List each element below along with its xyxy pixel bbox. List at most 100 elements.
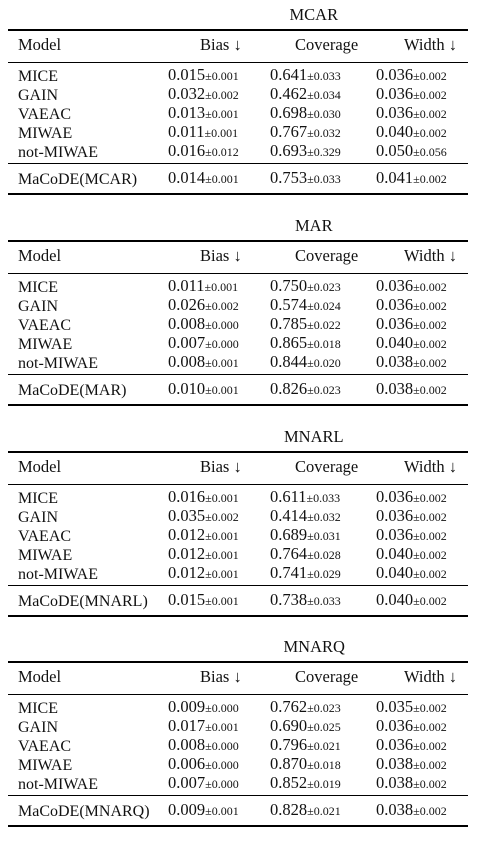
coverage-cell: 0.764±0.028 — [270, 545, 341, 563]
coverage-cell-value: 0.826 — [270, 379, 308, 398]
width-cell-value: 0.036 — [376, 84, 414, 103]
model-name: MICE — [18, 490, 58, 507]
width-cell-std: ±0.056 — [413, 145, 447, 159]
top-rule — [8, 451, 468, 453]
column-header-coverage: Coverage — [295, 35, 359, 54]
width-cell-value: 0.038 — [376, 773, 414, 792]
coverage-cell: 0.852±0.019 — [270, 774, 341, 792]
bias-cell-value: 0.032 — [168, 84, 206, 103]
width-cell-std: ±0.002 — [413, 299, 447, 313]
bias-cell: 0.012±0.001 — [168, 526, 239, 544]
coverage-cell-value: 0.574 — [270, 295, 308, 314]
model-name: MICE — [18, 68, 58, 85]
coverage-cell: 0.741±0.029 — [270, 563, 341, 582]
bias-cell: 0.013±0.001 — [168, 103, 239, 122]
width-cell: 0.050±0.056 — [376, 142, 447, 160]
bias-cell: 0.017±0.001 — [168, 716, 239, 735]
width-cell-std: ±0.002 — [413, 548, 447, 562]
width-cell-value: 0.035 — [376, 697, 414, 716]
coverage-cell-std: ±0.033 — [307, 172, 341, 186]
width-cell-std: ±0.002 — [413, 172, 447, 186]
bias-cell-std: ±0.001 — [205, 491, 239, 505]
width-cell-value: 0.036 — [376, 716, 414, 735]
column-header-width: Width ↓ — [404, 246, 457, 265]
bias-cell: 0.006±0.000 — [168, 755, 239, 773]
model-name: GAIN — [18, 719, 58, 736]
bias-cell-value: 0.007 — [168, 333, 206, 352]
bias-cell-value: 0.035 — [168, 506, 206, 525]
width-cell-std: ±0.002 — [413, 739, 447, 753]
coverage-cell: 0.826±0.023 — [270, 379, 341, 398]
column-header-bias: Bias ↓ — [200, 457, 242, 476]
width-cell-value: 0.036 — [376, 735, 414, 754]
coverage-cell-std: ±0.018 — [307, 337, 341, 351]
coverage-cell-value: 0.767 — [270, 122, 308, 141]
bias-cell: 0.016±0.001 — [168, 487, 239, 506]
model-name: not-MIWAE — [18, 776, 98, 793]
coverage-cell-value: 0.762 — [270, 697, 308, 716]
width-cell: 0.035±0.002 — [376, 697, 447, 716]
coverage-cell-std: ±0.030 — [307, 107, 341, 121]
column-header-width: Width ↓ — [404, 457, 457, 476]
coverage-cell: 0.767±0.032 — [270, 122, 341, 141]
bias-cell: 0.007±0.000 — [168, 333, 239, 352]
bias-cell-value: 0.016 — [168, 487, 206, 506]
final-row-rule — [8, 795, 468, 796]
final-model-name: MaCoDE(MAR) — [18, 382, 127, 399]
bias-cell-std: ±0.001 — [205, 567, 239, 581]
coverage-cell-std: ±0.031 — [307, 529, 341, 543]
bias-cell-value: 0.017 — [168, 716, 206, 735]
coverage-cell-std: ±0.019 — [307, 777, 341, 791]
bias-cell-value: 0.015 — [168, 590, 206, 609]
coverage-cell-std: ±0.032 — [307, 510, 341, 524]
width-cell-std: ±0.002 — [413, 337, 447, 351]
bias-cell-value: 0.008 — [168, 352, 206, 371]
bias-cell: 0.016±0.012 — [168, 141, 239, 160]
coverage-cell-std: ±0.033 — [307, 69, 341, 83]
width-cell: 0.036±0.002 — [376, 526, 447, 544]
width-cell: 0.041±0.002 — [376, 169, 447, 187]
width-cell-value: 0.040 — [376, 544, 414, 563]
bias-cell-value: 0.009 — [168, 800, 206, 819]
bias-cell: 0.012±0.001 — [168, 564, 239, 582]
bias-cell-value: 0.008 — [168, 314, 206, 333]
coverage-cell: 0.738±0.033 — [270, 591, 341, 609]
table-title-mnarl: MNARL — [284, 427, 344, 446]
table-mnarl: MNARL Model Bias ↓ Coverage Width ↓ MICE 0.016… — [8, 422, 468, 632]
coverage-cell: 0.690±0.025 — [270, 717, 341, 735]
coverage-cell-value: 0.462 — [270, 84, 308, 103]
width-cell: 0.036±0.002 — [376, 277, 447, 295]
bias-cell: 0.008±0.001 — [168, 352, 239, 371]
coverage-cell-std: ±0.023 — [307, 701, 341, 715]
width-cell-value: 0.040 — [376, 590, 414, 609]
width-cell: 0.038±0.002 — [376, 353, 447, 371]
coverage-cell-value: 0.753 — [270, 168, 308, 187]
width-cell: 0.036±0.002 — [376, 716, 447, 735]
bias-cell-std: ±0.000 — [205, 318, 239, 332]
coverage-cell-std: ±0.029 — [307, 567, 341, 581]
coverage-cell: 0.750±0.023 — [270, 277, 341, 295]
bias-cell-value: 0.011 — [168, 276, 205, 295]
bias-cell-std: ±0.000 — [205, 701, 239, 715]
bias-cell-value: 0.013 — [168, 103, 206, 122]
bias-cell-std: ±0.000 — [205, 739, 239, 753]
final-model-name: MaCoDE(MNARQ) — [18, 803, 150, 820]
column-header-bias: Bias ↓ — [200, 35, 242, 54]
coverage-cell-value: 0.741 — [270, 563, 308, 582]
bias-cell-std: ±0.001 — [205, 172, 239, 186]
bias-cell: 0.035±0.002 — [168, 506, 239, 525]
width-cell: 0.036±0.002 — [376, 735, 447, 754]
coverage-cell-value: 0.414 — [270, 506, 308, 525]
bias-cell: 0.011±0.001 — [168, 276, 238, 295]
width-cell-std: ±0.002 — [413, 567, 447, 581]
top-rule — [8, 29, 468, 31]
bias-cell-value: 0.016 — [168, 141, 206, 160]
coverage-cell-value: 0.844 — [270, 352, 308, 371]
width-cell-std: ±0.002 — [413, 529, 447, 543]
model-name: GAIN — [18, 298, 58, 315]
column-header-coverage: Coverage — [295, 457, 359, 476]
width-cell: 0.040±0.002 — [376, 590, 447, 609]
bias-cell-std: ±0.001 — [205, 383, 239, 397]
width-cell-std: ±0.002 — [413, 491, 447, 505]
model-name: MIWAE — [18, 547, 73, 564]
